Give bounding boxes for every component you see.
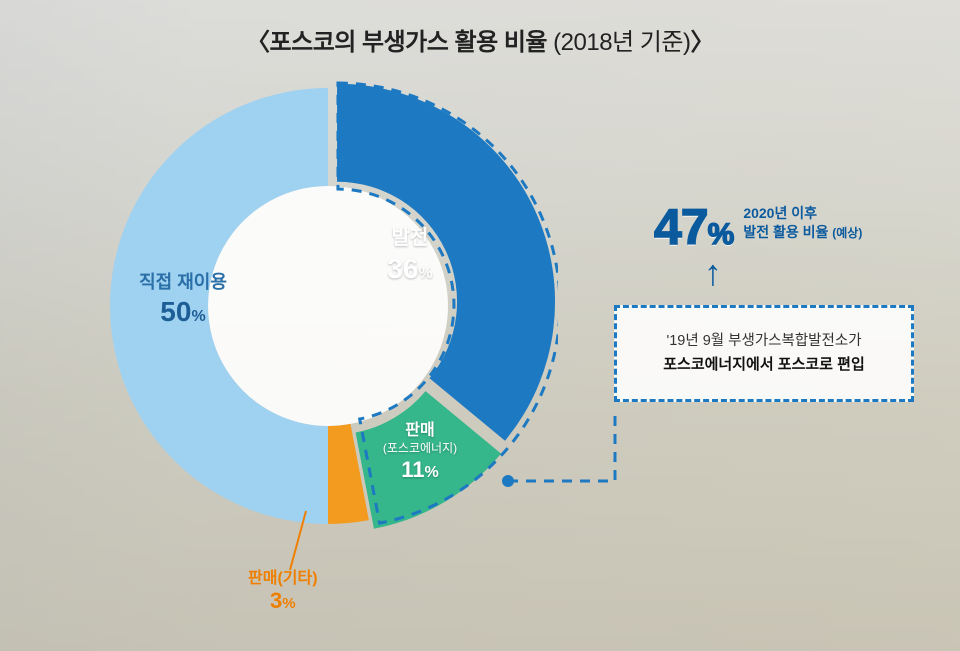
slice-label-reuse: 직접 재이용 50% <box>108 271 258 329</box>
title-prefix: 〈 <box>246 29 270 56</box>
slice-pct: 36% <box>340 251 480 286</box>
slice-name: 판매 <box>350 421 490 441</box>
highlight-47-percent: 47% 2020년 이후 발전 활용 비율 (예상) <box>654 198 862 256</box>
title-main: 포스코의 부생가스 활용 비율 <box>270 29 554 56</box>
title-thin: (2018년 기준) <box>553 29 690 56</box>
donut-chart: 직접 재이용 50% 발전 36% 판매 (포스코에너지) 11% <box>98 76 558 536</box>
slice-pct: 3% <box>248 588 318 614</box>
slice-label-sale-posco-energy: 판매 (포스코에너지) 11% <box>350 421 490 484</box>
slice-name: 직접 재이용 <box>108 271 258 294</box>
info-line-2: 포스코에너지에서 포스코로 편입 <box>635 353 893 377</box>
info-box: '19년 9월 부생가스복합발전소가 포스코에너지에서 포스코로 편입 <box>614 305 914 402</box>
slice-label-sale-other: 판매(기타) 3% <box>248 564 318 614</box>
slice-name: 판매(기타) <box>248 564 318 588</box>
slice-name: 발전 <box>340 226 480 251</box>
highlight-number: 47% <box>654 198 733 256</box>
slice-label-power: 발전 36% <box>340 226 480 286</box>
arrow-up-icon: ↑ <box>704 255 722 291</box>
info-line-1: '19년 9월 부생가스복합발전소가 <box>635 330 893 353</box>
slice-pct: 50% <box>108 294 258 329</box>
title-suffix: 〉 <box>690 29 714 56</box>
slice-pct: 11% <box>350 456 490 484</box>
slice-sub: (포스코에너지) <box>350 441 490 456</box>
page-title: 〈포스코의 부생가스 활용 비율 (2018년 기준)〉 <box>0 22 960 57</box>
highlight-sub: 2020년 이후 발전 활용 비율 (예상) <box>743 204 862 242</box>
